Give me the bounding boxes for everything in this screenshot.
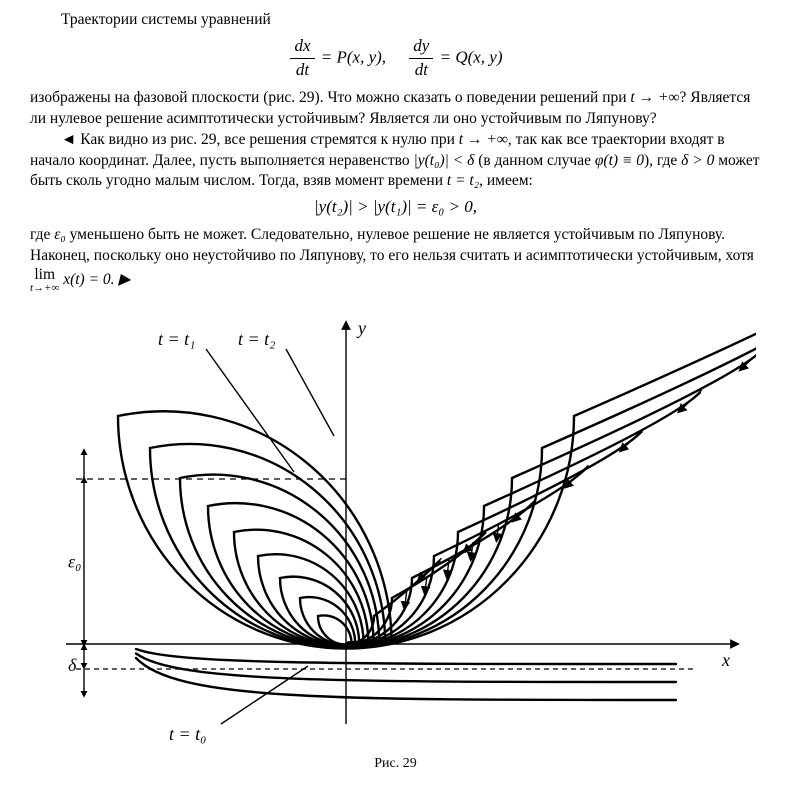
svg-text:t = t₂: t = t₂ xyxy=(238,329,275,349)
svg-text:y: y xyxy=(356,318,366,338)
eps0-inline: ε₀ xyxy=(54,226,66,243)
t-to-inf-2: t → +∞ xyxy=(459,131,508,148)
p2c: (в данном случае xyxy=(474,152,595,169)
para-3: где ε₀ уменьшено быть не может. Следоват… xyxy=(30,225,761,293)
figure-29: x y ε₀ δ t = t₁ t = t₂ t = t₀ Рис. 29 xyxy=(30,304,761,774)
svg-text:x: x xyxy=(721,650,730,670)
title-line: Траектории системы уравнений xyxy=(30,10,761,31)
phi: φ(t) ≡ 0 xyxy=(595,152,644,169)
center-inequality: |y(t₂)| > |y(t₁)| = ε₀ > 0, xyxy=(30,196,761,219)
p2a: ◄ Как видно из рис. 29, все решения стре… xyxy=(61,131,459,148)
para-1: изображены на фазовой плоскости (рис. 29… xyxy=(30,88,761,130)
svg-text:δ: δ xyxy=(68,655,77,675)
svg-text:t = t₀: t = t₀ xyxy=(169,724,206,744)
lim-bot: t→+∞ xyxy=(30,283,59,294)
xt-eq-0: x(t) = 0. ▶ xyxy=(59,271,130,288)
delta-pos: δ > 0 xyxy=(681,152,714,169)
frac-dx-dt: dxdt xyxy=(290,35,314,82)
phase-portrait-svg: x y ε₀ δ t = t₁ t = t₂ t = t₀ xyxy=(36,304,756,744)
p3a: где xyxy=(30,226,54,243)
lim-top: lim xyxy=(30,267,59,283)
eq-Q: = Q(x, y) xyxy=(440,47,503,66)
p2f: , имеем: xyxy=(479,172,533,189)
frac-dy-dt: dydt xyxy=(409,35,433,82)
svg-text:ε₀: ε₀ xyxy=(68,551,81,571)
para-2: ◄ Как видно из рис. 29, все решения стре… xyxy=(30,130,761,193)
p1a: изображены на фазовой плоскости (рис. 29… xyxy=(30,89,630,106)
t-to-inf-1: t → +∞ xyxy=(630,89,679,106)
eq-P: = P(x, y), xyxy=(321,47,386,66)
system-equations: dxdt = P(x, y), dydt = Q(x, y) xyxy=(30,35,761,82)
ineq1: |y(t₀)| < δ xyxy=(413,152,474,169)
page: Траектории системы уравнений dxdt = P(x,… xyxy=(0,0,791,794)
p2d: ), где xyxy=(644,152,681,169)
p3b: уменьшено быть не может. Следовательно, … xyxy=(30,226,754,264)
t-eq-t2: t = t₂ xyxy=(447,172,479,189)
figure-caption: Рис. 29 xyxy=(30,755,761,774)
center-ineq-text: |y(t₂)| > |y(t₁)| = ε₀ > 0, xyxy=(314,197,477,216)
svg-text:t = t₁: t = t₁ xyxy=(158,329,195,349)
